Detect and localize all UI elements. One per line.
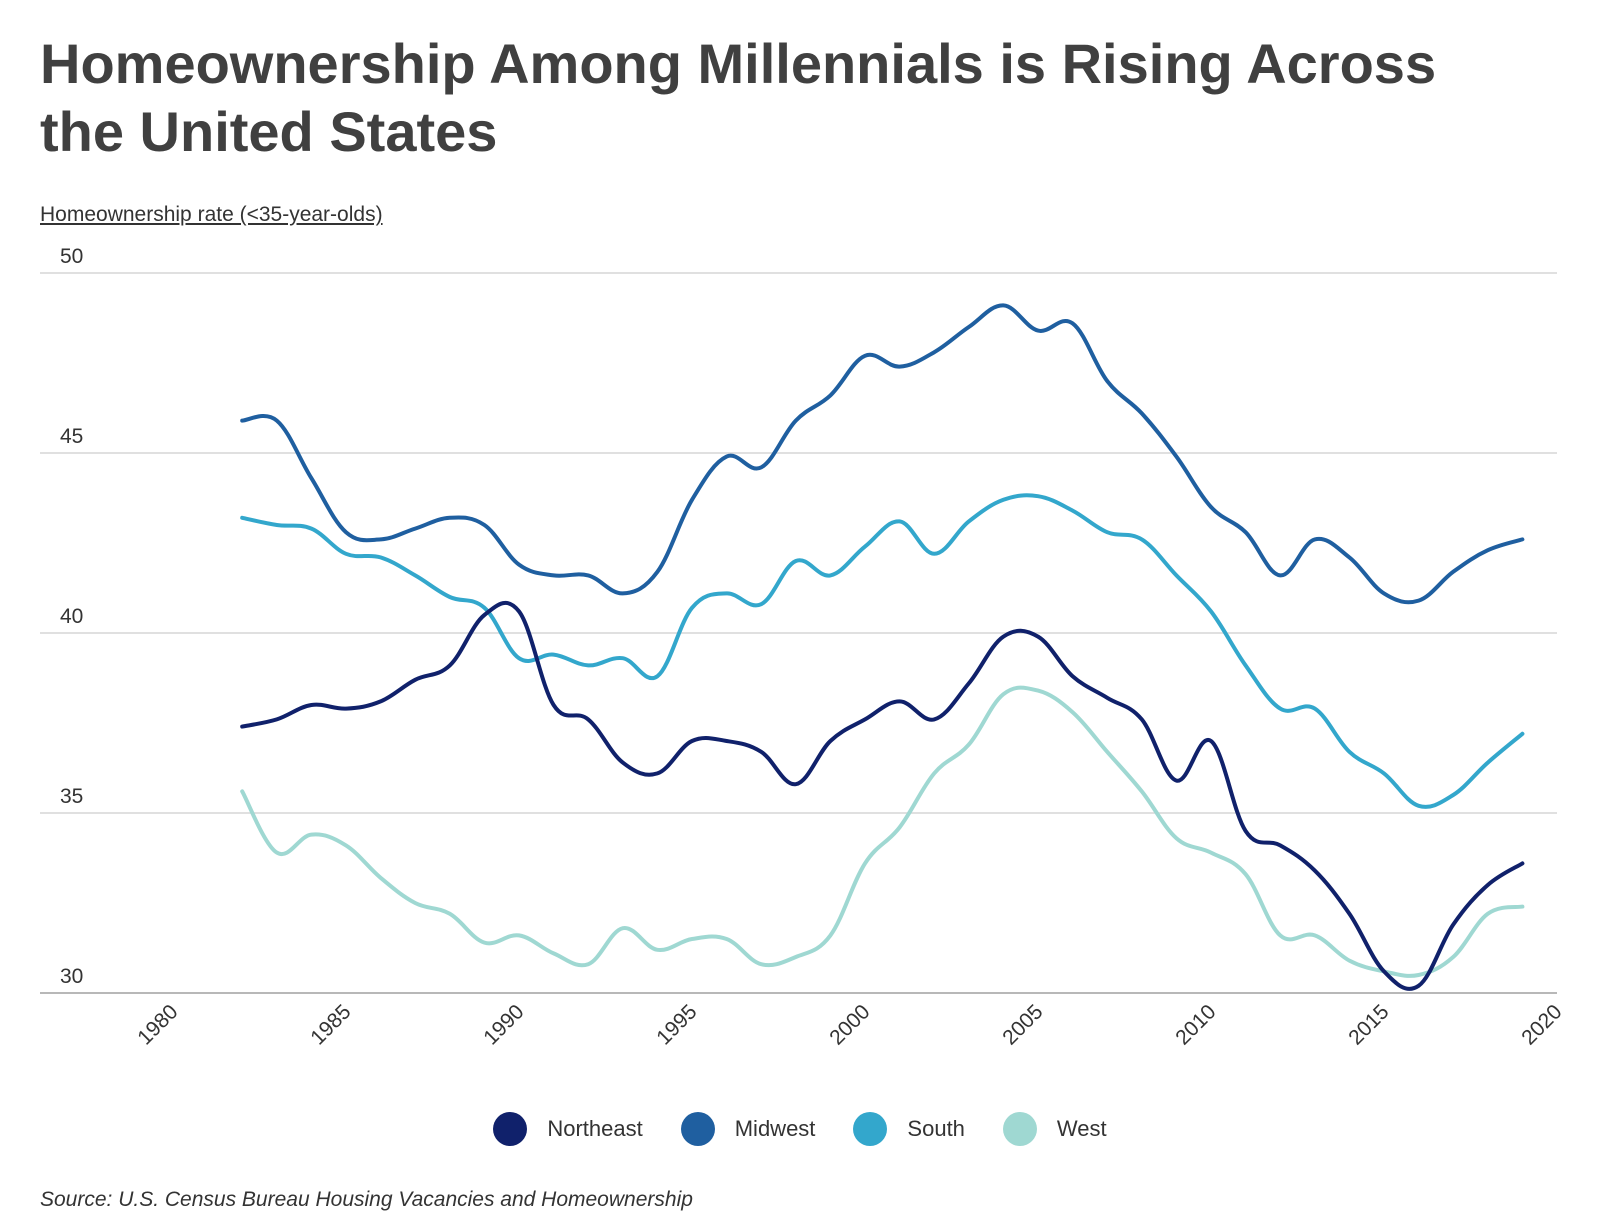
x-tick-label: 1995 xyxy=(652,1000,701,1049)
series-line-midwest xyxy=(240,303,1525,605)
legend-swatch xyxy=(853,1112,888,1146)
x-tick-label: 2010 xyxy=(1171,1000,1220,1049)
legend-item-northeast: Northeast xyxy=(493,1112,643,1146)
legend-item-midwest: Midwest xyxy=(680,1112,816,1146)
chart-title: Homeownership Among Millennials is Risin… xyxy=(40,32,1437,163)
x-tick-label: 2005 xyxy=(998,1000,1047,1049)
y-tick-label: 30 xyxy=(60,965,83,988)
y-tick-label: 40 xyxy=(60,605,83,628)
legend-label: West xyxy=(1056,1116,1107,1141)
x-tick-label: 2000 xyxy=(825,1000,874,1049)
x-tick-label: 1985 xyxy=(306,1000,355,1049)
legend-swatch xyxy=(1002,1112,1037,1146)
legend: Northeast Midwest South West xyxy=(0,1112,1600,1146)
legend-label: Northeast xyxy=(547,1116,643,1141)
y-tick-label: 35 xyxy=(60,785,83,808)
legend-item-west: West xyxy=(1002,1112,1107,1146)
series-line-northeast xyxy=(240,600,1525,991)
legend-item-south: South xyxy=(853,1112,965,1146)
legend-label: South xyxy=(907,1116,965,1141)
legend-swatch xyxy=(680,1112,715,1146)
series-lines xyxy=(240,303,1525,991)
y-tick-label: 45 xyxy=(60,425,83,448)
x-tick-label: 1980 xyxy=(133,1000,182,1049)
legend-label: Midwest xyxy=(734,1116,816,1141)
y-tick-label: 50 xyxy=(60,245,83,268)
legend-swatch xyxy=(493,1112,528,1146)
x-tick-label: 2015 xyxy=(1344,1000,1393,1049)
x-tick-label: 2020 xyxy=(1517,1000,1566,1049)
source-note: Source: U.S. Census Bureau Housing Vacan… xyxy=(40,1188,693,1211)
gridlines xyxy=(40,272,1557,994)
x-tick-labels: 1980 1985 1990 1995 2000 2005 2010 2015 2020 xyxy=(133,1000,1566,1049)
series-line-south xyxy=(240,493,1525,809)
y-tick-labels: 30 35 40 45 50 xyxy=(60,245,83,988)
y-axis-title: Homeownership rate (<35-year-olds) xyxy=(40,203,383,226)
x-tick-label: 1990 xyxy=(479,1000,528,1049)
series-line-west xyxy=(240,685,1525,978)
